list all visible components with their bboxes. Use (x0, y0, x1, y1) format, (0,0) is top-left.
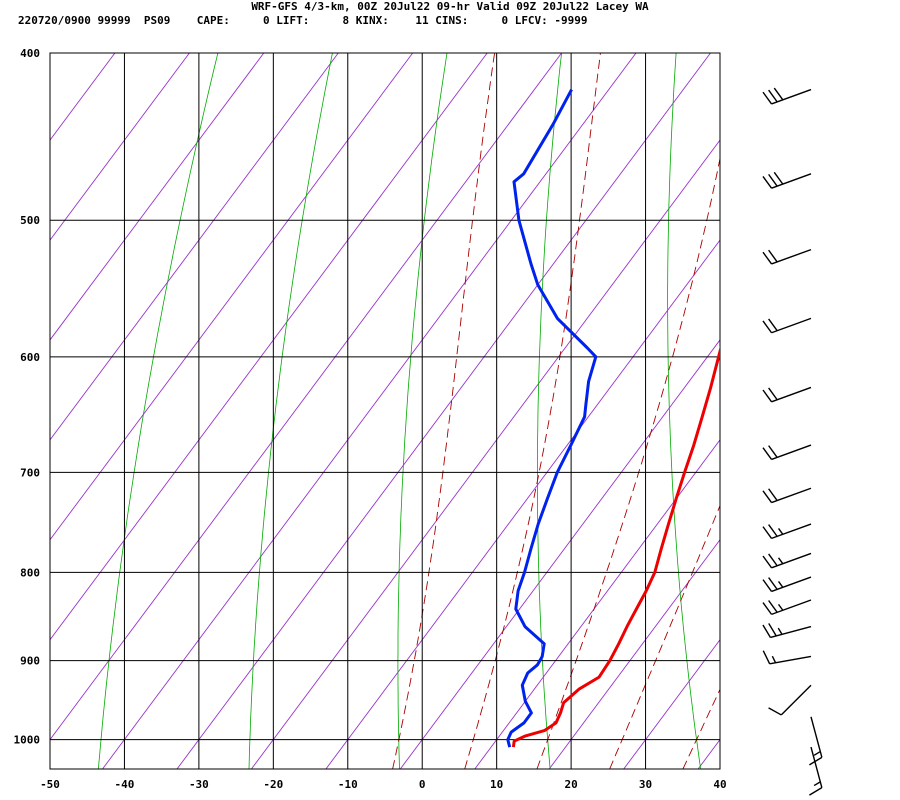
dry-adiabat-line (98, 53, 219, 769)
moist-adiabat-line (609, 504, 720, 769)
y-tick-label: 400 (20, 47, 40, 60)
moist-adiabat-line (536, 156, 720, 769)
wind-barbs (762, 87, 823, 796)
isotherm-line (50, 53, 116, 141)
moist-adiabat-line (831, 53, 900, 769)
axis-ticks: -50 -40 -30 -20 -10 0 10 20 30 40 400 500 600 700 800 9… (14, 47, 727, 791)
isotherm-line (50, 53, 562, 741)
wind-barb (762, 87, 812, 105)
wind-barb (809, 716, 823, 766)
wind-barb (762, 386, 812, 403)
isotherm-line (325, 239, 720, 769)
y-tick-label: 1000 (14, 734, 41, 747)
chart-title: WRF-GFS 4/3-km, 00Z 20Jul22 09-hr Valid … (251, 0, 649, 13)
y-tick-label: 700 (20, 466, 40, 479)
wind-barb (809, 746, 823, 796)
isotherm-line (399, 339, 720, 769)
wind-barb (762, 248, 812, 265)
sounding-indices: 220720/0900 99999 PS09 CAPE: 0 LIFT: 8 K… (18, 14, 588, 27)
isotherm-line (697, 738, 720, 769)
x-tick-label: 10 (490, 778, 503, 791)
dewpoint-profile (506, 88, 598, 748)
x-tick-label: -50 (40, 778, 60, 791)
moist-adiabat-line (682, 688, 720, 769)
isotherm-line (50, 53, 414, 541)
wind-barb (762, 623, 812, 639)
y-tick-label: 600 (20, 351, 40, 364)
wind-barb (762, 650, 812, 665)
x-tick-label: 20 (564, 778, 577, 791)
dry-adiabat-line (248, 53, 333, 769)
isotherm-line (50, 53, 488, 641)
x-tick-label: 0 (419, 778, 426, 791)
isotherm-line (251, 139, 720, 769)
isotherm-line (50, 53, 265, 341)
x-tick-label: 30 (639, 778, 652, 791)
wind-barb (762, 171, 812, 189)
y-tick-label: 900 (20, 655, 40, 668)
x-tick-label: -30 (189, 778, 209, 791)
isotherm-line (623, 639, 720, 769)
wind-barb (768, 684, 812, 716)
dry-adiabat-line (537, 53, 562, 769)
dry-adiabat-line (790, 53, 852, 769)
x-tick-label: -40 (115, 778, 135, 791)
wind-barb (762, 523, 812, 540)
y-tick-label: 800 (20, 566, 40, 579)
isotherm-line (474, 439, 720, 769)
wind-barb (762, 576, 812, 593)
x-tick-label: 40 (713, 778, 726, 791)
isotherm-line (548, 539, 720, 769)
plot-frame (49, 52, 721, 770)
x-tick-label: -20 (263, 778, 283, 791)
background-lines (50, 53, 900, 769)
isotherm-line (102, 53, 637, 769)
y-tick-label: 500 (20, 214, 40, 227)
wind-barb (762, 444, 812, 461)
grid (49, 52, 721, 770)
wind-barb (762, 487, 812, 504)
wind-barb (762, 552, 812, 569)
x-tick-label: -10 (338, 778, 358, 791)
isotherm-line (50, 53, 339, 441)
moist-adiabat-line (464, 53, 601, 769)
isotherm-line (50, 53, 190, 241)
dry-adiabat-line (667, 53, 702, 769)
isotherm-line (176, 53, 711, 769)
dry-adiabat-line (397, 53, 448, 769)
wind-barb (762, 599, 812, 616)
profiles (506, 88, 720, 748)
wind-barb (762, 317, 812, 334)
